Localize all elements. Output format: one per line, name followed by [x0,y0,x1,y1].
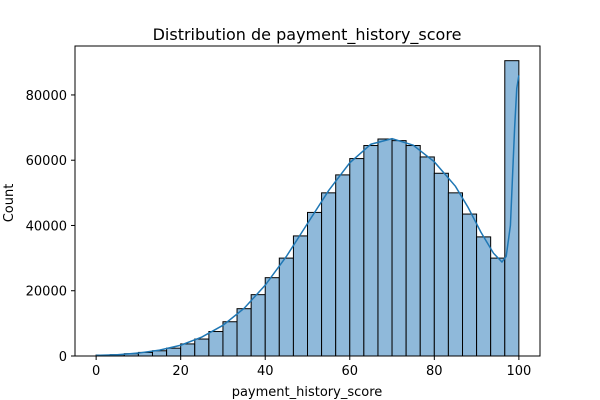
histogram-bar [462,213,478,357]
y-tick-label: 20000 [26,285,67,300]
histogram-bar [321,192,337,357]
y-tick-label: 0 [59,350,67,365]
x-tick-label: 80 [426,364,443,379]
histogram-bar [490,257,506,357]
x-tick-label: 40 [257,364,274,379]
histogram-bar [447,192,464,357]
x-tick-label: 20 [172,364,189,379]
y-tick-label: 60000 [26,154,67,169]
histogram-bar [278,257,294,357]
histogram-bar [180,343,196,357]
histogram-bar [250,294,266,357]
histogram-bar [222,321,238,357]
histogram-bar [363,145,379,357]
histogram-bar [419,156,435,357]
x-tick-label: 100 [506,364,531,379]
histogram-bar [166,347,182,357]
x-axis-label: payment_history_score [232,385,383,400]
histogram-bar [476,236,492,357]
histogram-bar [349,158,365,357]
histogram-bar [391,140,407,357]
y-axis-ticks: 0 20000 40000 60000 80000 [26,89,75,365]
histogram-bar [236,308,252,357]
kde-curve [96,75,520,357]
histogram-bar [292,235,309,357]
y-tick-label: 80000 [26,89,67,104]
histogram-bar [208,331,224,357]
x-axis-ticks: 0 20 40 60 80 100 [92,356,531,379]
axes-frame [74,45,541,357]
histogram-bar [307,211,323,357]
x-tick-label: 60 [341,364,358,379]
histogram-bars [95,60,520,357]
plot-area [74,45,541,357]
y-tick-label: 40000 [26,219,67,234]
chart-title: Distribution de payment_history_score [153,25,462,45]
x-tick-label: 0 [92,364,100,379]
histogram-bar [264,277,280,357]
histogram-bar [433,172,449,357]
histogram-bar [377,138,393,357]
histogram-bar [405,145,421,357]
histogram-bar [335,174,351,357]
histogram-bar [194,338,210,357]
y-axis-label: Count [2,184,17,223]
